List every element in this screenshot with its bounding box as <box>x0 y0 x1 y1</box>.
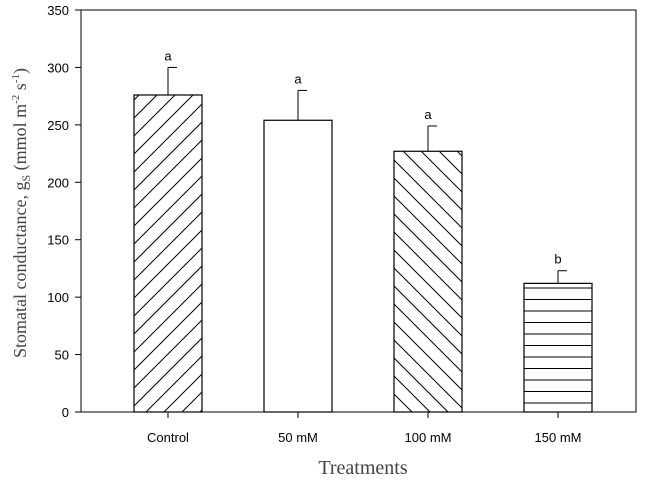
y-tick-label: 50 <box>55 348 69 363</box>
x-tick-label: Control <box>147 430 189 445</box>
y-axis-title-main: Stomatal conductance, g <box>10 182 30 358</box>
significance-label: a <box>294 71 302 86</box>
y-tick-label: 250 <box>47 118 69 133</box>
y-tick-label: 350 <box>47 3 69 18</box>
plot-border <box>80 9 637 413</box>
y-axis: 0 50 100 150 200 250 300 350 <box>47 3 81 420</box>
y-axis-title-unit-mid: s <box>10 83 30 95</box>
y-tick-label: 300 <box>47 60 69 75</box>
y-tick-label: 100 <box>47 290 69 305</box>
x-tick-label: 50 mM <box>278 430 318 445</box>
bars: a a a b <box>133 48 593 413</box>
y-axis-title: Stomatal conductance, gS (mmol m-2 s-1) <box>10 68 33 358</box>
x-axis-title: Treatments <box>318 457 407 479</box>
y-tick-label: 150 <box>47 233 69 248</box>
bar <box>263 119 333 413</box>
bar <box>393 150 463 413</box>
y-tick-label: 200 <box>47 175 69 190</box>
y-tick-label: 0 <box>62 405 69 420</box>
bar <box>133 94 203 413</box>
bar <box>523 282 593 413</box>
significance-label: a <box>164 48 172 63</box>
significance-label: b <box>554 252 561 267</box>
y-axis-title-exponent-1: -2 <box>10 95 22 104</box>
x-axis: Control 50 mM 100 mM 150 mM <box>147 412 581 445</box>
plot-frame <box>80 9 637 413</box>
y-axis-title-subscript: S <box>19 175 33 182</box>
y-axis-title-exponent-2: -1 <box>10 74 22 83</box>
significance-label: a <box>424 107 432 122</box>
x-tick-label: 100 mM <box>405 430 452 445</box>
y-axis-title-unit-open: (mmol m <box>10 104 31 175</box>
x-tick-label: 150 mM <box>535 430 582 445</box>
y-axis-title-unit-close: ) <box>10 68 31 74</box>
